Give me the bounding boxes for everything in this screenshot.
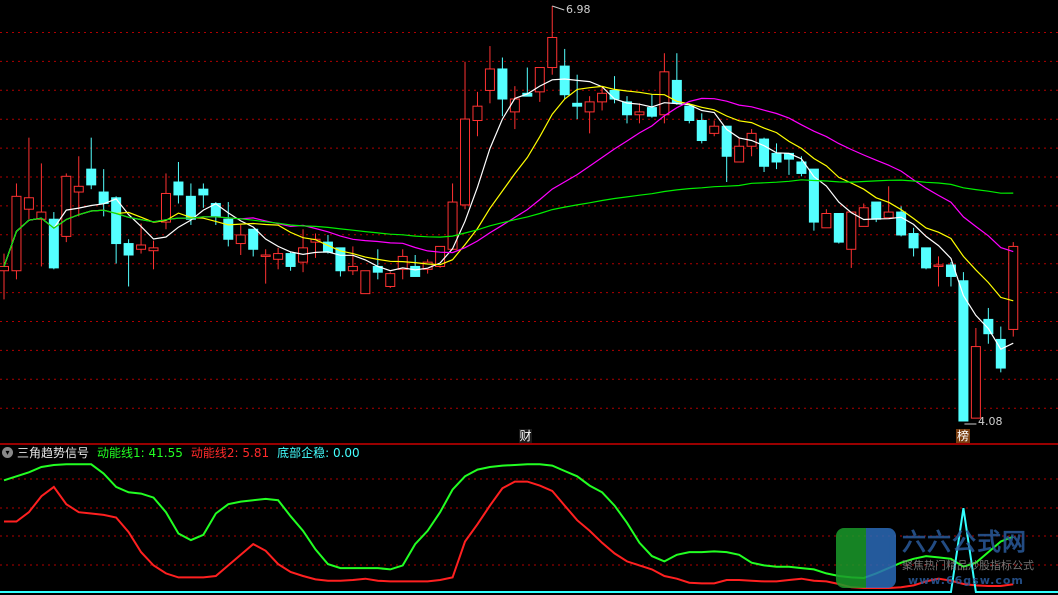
candle-up <box>235 234 246 245</box>
candle-up <box>435 245 446 267</box>
candle-up <box>534 67 545 93</box>
candle-down <box>572 102 583 107</box>
candle-up <box>273 253 284 260</box>
logo-icon <box>836 528 896 588</box>
candle-down <box>958 280 969 422</box>
ma5-line <box>3 78 1014 350</box>
candle-down <box>921 247 932 269</box>
candle-up <box>597 92 608 103</box>
candle-up <box>734 145 745 163</box>
candle-up <box>472 105 483 121</box>
indicator-title[interactable]: 三角趋势信号 <box>17 446 90 460</box>
candle-down <box>285 253 296 267</box>
candle-down <box>796 161 807 174</box>
candle-down <box>871 201 882 220</box>
logo-url: www.66gsw.com <box>908 574 1024 587</box>
candle-up <box>385 273 396 287</box>
high-arrow <box>552 5 565 11</box>
candle-up <box>970 346 981 419</box>
candle-up <box>61 175 72 237</box>
marker-bang[interactable]: 榜 <box>956 429 970 443</box>
line2-value: 动能线2: 5.81 <box>190 446 270 460</box>
candle-up <box>584 101 595 113</box>
line3-value: 底部企稳: 0.00 <box>277 446 360 460</box>
candle-up <box>821 213 832 229</box>
candle-down <box>808 168 819 223</box>
candle-up <box>36 211 47 220</box>
candle-down <box>173 181 184 196</box>
candle-up <box>397 255 408 270</box>
candle-down <box>185 195 196 220</box>
candle-down <box>111 197 122 245</box>
candle-up <box>460 118 471 206</box>
candle-up <box>136 244 147 250</box>
candle-down <box>771 152 782 163</box>
watermark-logo: 六六公式网 聚焦热门精品炒股指标公式 www.66gsw.com <box>836 528 1056 592</box>
candle-up <box>709 125 720 134</box>
candle-down <box>223 218 234 240</box>
candle-down <box>497 68 508 100</box>
candle-up <box>160 192 171 223</box>
candle-down <box>759 138 770 167</box>
candle-down <box>335 247 346 272</box>
low-price-label: 4.08 <box>978 415 1003 428</box>
ma60-line <box>3 179 1014 267</box>
candle-down <box>995 338 1006 369</box>
candle-down <box>248 228 259 250</box>
indicator-line-3 <box>0 508 1058 593</box>
indicator-header: ▾ 三角趋势信号 动能线1: 41.55 动能线2: 5.81 底部企稳: 0.… <box>2 444 368 461</box>
candle-down <box>622 101 632 116</box>
high-price-label: 6.98 <box>566 3 591 16</box>
candle-down <box>559 65 570 96</box>
candle-up <box>360 270 371 295</box>
candle-down <box>609 89 620 100</box>
logo-name: 六六公式网 <box>902 528 1027 556</box>
candle-down <box>198 188 209 196</box>
candle-down <box>833 213 844 243</box>
candle-up <box>659 71 670 116</box>
marker-cai[interactable]: 财 <box>519 429 532 443</box>
candle-down <box>721 125 732 157</box>
candle-down <box>123 243 134 256</box>
candle-up <box>547 36 558 69</box>
candle-up <box>73 185 84 193</box>
ma10-line <box>3 85 1014 302</box>
candle-up <box>634 111 645 116</box>
candle-up <box>933 264 944 267</box>
candle-up <box>509 98 520 113</box>
line1-value: 动能线1: 41.55 <box>97 446 183 460</box>
candle-up <box>11 195 22 272</box>
candle-down <box>983 318 994 335</box>
candle-up <box>484 68 495 91</box>
candle-down <box>684 105 695 121</box>
candle-down <box>696 119 707 142</box>
logo-slogan: 聚焦热门精品炒股指标公式 <box>902 559 1034 572</box>
candle-down <box>48 218 59 269</box>
candle-down <box>410 265 421 277</box>
candle-up <box>1008 245 1019 330</box>
candle-down <box>646 107 657 117</box>
candle-down <box>86 168 97 186</box>
chevron-down-icon[interactable]: ▾ <box>2 447 13 458</box>
candle-down <box>896 211 907 236</box>
candle-down <box>98 191 109 204</box>
candle-up <box>883 211 894 219</box>
candle-up <box>260 254 271 257</box>
candle-up <box>846 211 857 250</box>
candle-up <box>23 197 34 210</box>
candle-up <box>0 265 9 272</box>
candle-down <box>908 233 919 249</box>
candle-up <box>148 247 159 252</box>
candle-up <box>347 265 358 272</box>
